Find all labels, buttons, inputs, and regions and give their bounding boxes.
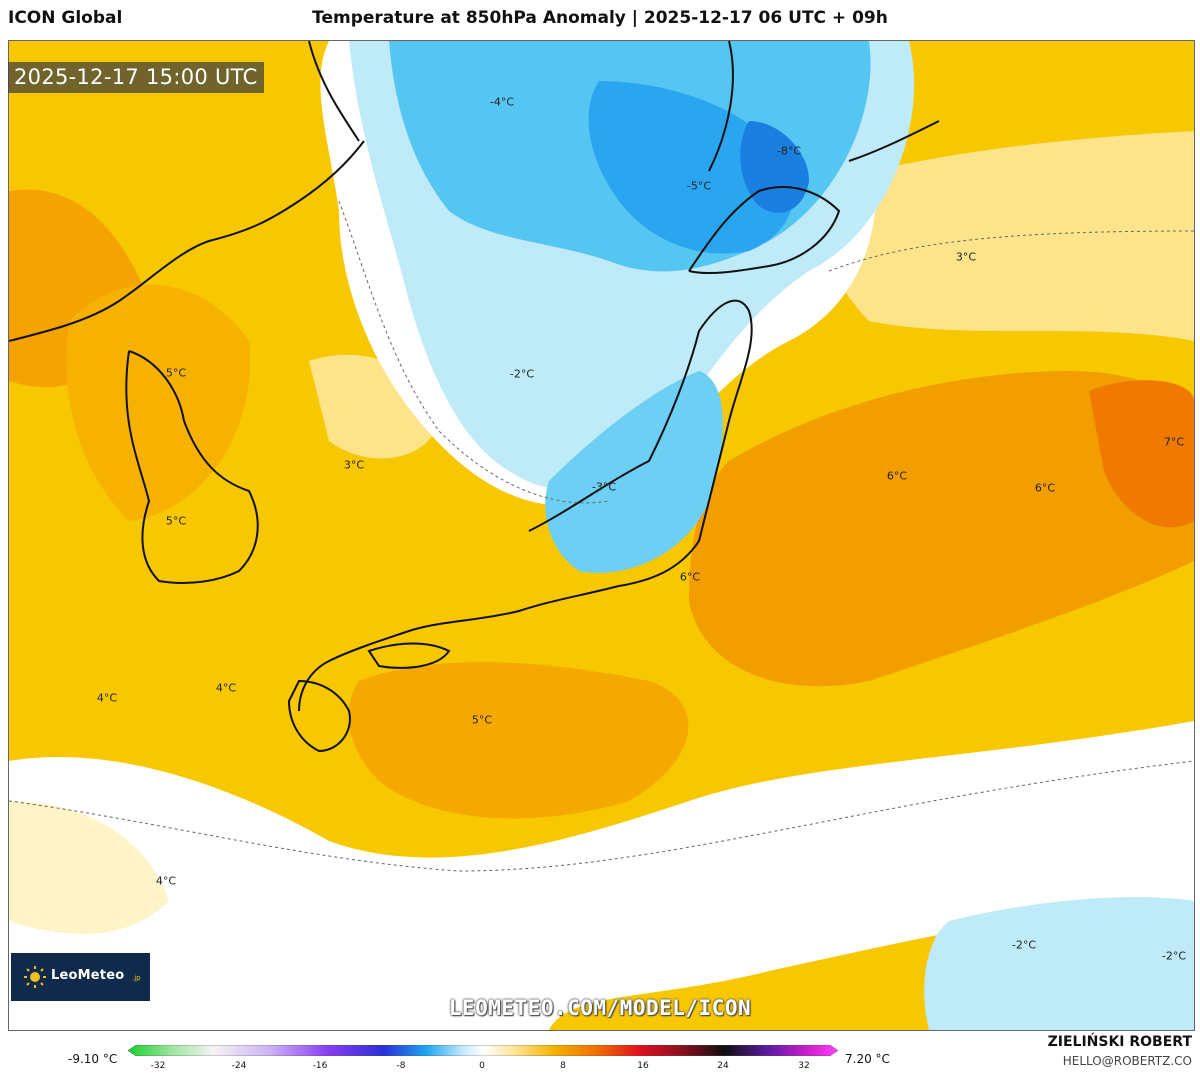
legend-tick: -24 xyxy=(231,1061,247,1071)
temp-label: 4°C xyxy=(155,874,177,888)
temp-label: -2°C xyxy=(1161,949,1187,963)
color-scale-bar xyxy=(128,1045,838,1056)
legend-tick: -32 xyxy=(150,1061,166,1071)
temp-label: -4°C xyxy=(489,95,515,109)
leometeo-logo[interactable]: LeoMeteo .jp xyxy=(11,953,150,1001)
legend-tick: 16 xyxy=(637,1061,649,1071)
model-name: ICON Global xyxy=(8,8,123,28)
coastline-honshu xyxy=(298,299,753,712)
legend-tick: 0 xyxy=(479,1061,485,1071)
coastline-mainland xyxy=(9,140,365,342)
warm-max-area xyxy=(1089,380,1194,528)
warm-orange-area-south xyxy=(348,662,689,819)
coastline-kyushu xyxy=(287,679,351,753)
temp-label: 3°C xyxy=(955,250,977,264)
anomaly-map: -4°C -8°C -5°C 3°C -2°C 5°C 3°C -3°C 5°C… xyxy=(8,40,1195,1031)
source-watermark: LEOMETEO.COM/MODEL/ICON xyxy=(448,996,752,1020)
legend-tick: 24 xyxy=(717,1061,729,1071)
sun-icon xyxy=(24,966,46,988)
neutral-band-south xyxy=(9,721,1194,1030)
valid-time-badge: 2025-12-17 15:00 UTC xyxy=(8,62,264,93)
temp-label: 5°C xyxy=(165,514,187,528)
pale-band-northeast xyxy=(821,131,1194,341)
logo-text: LeoMeteo xyxy=(51,968,125,983)
cold-core-area xyxy=(740,121,809,213)
legend-max-value: 7.20 °C xyxy=(845,1052,890,1066)
author-name: ZIELIŃSKI ROBERT xyxy=(1047,1034,1192,1050)
temp-label: -3°C xyxy=(591,480,617,494)
temp-label: -2°C xyxy=(1011,938,1037,952)
contour-zero-line xyxy=(338,200,610,504)
pale-patch-southwest xyxy=(9,801,169,935)
warm-orange-area-korea xyxy=(66,284,251,521)
legend-tick: -16 xyxy=(312,1061,328,1071)
temp-label: 6°C xyxy=(679,570,701,584)
temp-label: 7°C xyxy=(1163,435,1185,449)
legend-tick: -8 xyxy=(396,1061,406,1071)
contour-lines xyxy=(9,200,1194,872)
temp-label: 4°C xyxy=(96,691,118,705)
coastline-korea xyxy=(125,350,259,584)
legend-min-value: -9.10 °C xyxy=(68,1052,118,1066)
coastline-north xyxy=(308,41,360,142)
cold-deep-area-hokkaido xyxy=(588,81,794,254)
logo-suffix: .jp xyxy=(132,974,141,982)
temp-label: 5°C xyxy=(471,713,493,727)
map-canvas xyxy=(9,41,1194,1030)
contour-line-northeast xyxy=(828,230,1194,272)
temp-label: -8°C xyxy=(776,144,802,158)
temp-label: 6°C xyxy=(886,469,908,483)
temp-label: 5°C xyxy=(165,366,187,380)
coastline-shikoku xyxy=(367,642,451,669)
coastline-sakhalin xyxy=(708,41,734,172)
temp-label: 4°C xyxy=(215,681,237,695)
warm-orange-area-east xyxy=(689,371,1194,687)
coastline-kurils xyxy=(848,120,940,162)
cold-area-honshu xyxy=(545,371,723,573)
contour-line-south xyxy=(9,760,1194,872)
coastlines xyxy=(9,41,940,753)
legend-tick: 32 xyxy=(798,1061,810,1071)
coastline-hokkaido xyxy=(688,186,841,275)
temp-label: -2°C xyxy=(509,367,535,381)
author-email[interactable]: HELLO@ROBERTZ.CO xyxy=(1062,1054,1192,1068)
map-title: Temperature at 850hPa Anomaly | 2025-12-… xyxy=(312,8,888,28)
temp-label: 3°C xyxy=(343,458,365,472)
temp-label: -5°C xyxy=(686,179,712,193)
temp-label: 6°C xyxy=(1034,481,1056,495)
legend-ticks: -32 -24 -16 -8 0 8 16 24 32 xyxy=(0,1061,1200,1075)
legend-tick: 8 xyxy=(560,1061,566,1071)
cold-light-area-southeast xyxy=(924,897,1194,1030)
